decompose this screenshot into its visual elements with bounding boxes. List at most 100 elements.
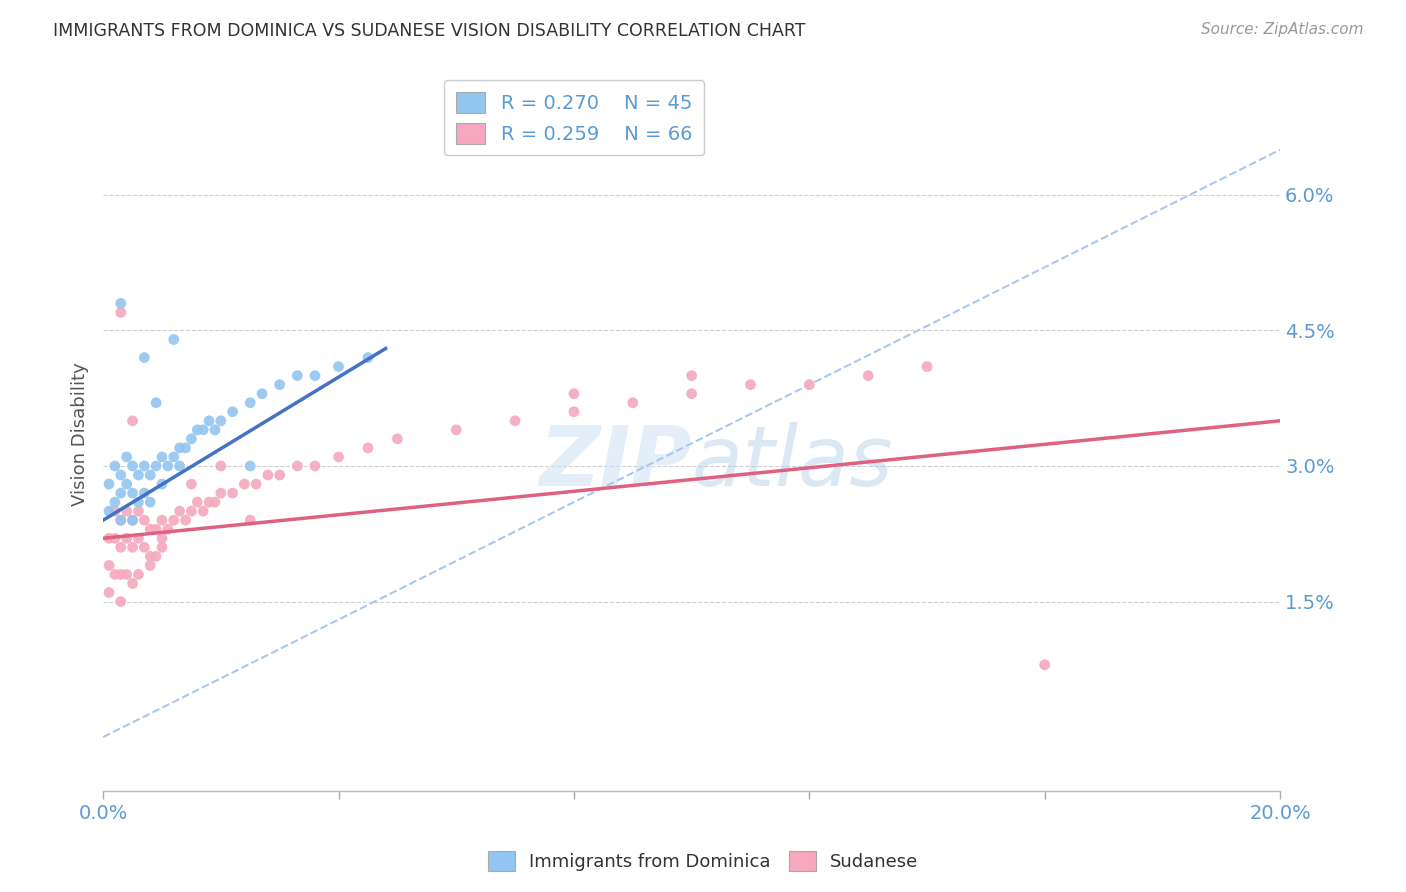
Point bbox=[357, 441, 380, 455]
Point bbox=[98, 531, 121, 545]
Point bbox=[121, 541, 143, 555]
Point bbox=[127, 531, 149, 545]
Point bbox=[304, 368, 326, 383]
Point bbox=[110, 305, 132, 319]
Point bbox=[127, 567, 149, 582]
Point bbox=[387, 432, 409, 446]
Point bbox=[104, 531, 127, 545]
Point bbox=[145, 522, 167, 536]
Point bbox=[134, 541, 156, 555]
Point bbox=[681, 368, 703, 383]
Point bbox=[115, 450, 138, 464]
Text: atlas: atlas bbox=[692, 423, 893, 503]
Point bbox=[110, 541, 132, 555]
Point bbox=[269, 377, 291, 392]
Point bbox=[233, 477, 256, 491]
Point bbox=[163, 513, 186, 527]
Point bbox=[110, 594, 132, 608]
Point bbox=[156, 522, 179, 536]
Point bbox=[304, 458, 326, 473]
Point bbox=[562, 386, 585, 401]
Point bbox=[127, 495, 149, 509]
Point bbox=[139, 468, 162, 483]
Point bbox=[121, 513, 143, 527]
Point bbox=[186, 423, 208, 437]
Point bbox=[139, 522, 162, 536]
Point bbox=[110, 468, 132, 483]
Point bbox=[221, 486, 243, 500]
Point bbox=[285, 458, 308, 473]
Point bbox=[681, 386, 703, 401]
Point bbox=[98, 558, 121, 573]
Point bbox=[156, 458, 179, 473]
Point bbox=[115, 531, 138, 545]
Point bbox=[285, 368, 308, 383]
Point bbox=[180, 477, 202, 491]
Point bbox=[104, 567, 127, 582]
Point bbox=[250, 386, 273, 401]
Point bbox=[503, 414, 526, 428]
Point bbox=[134, 513, 156, 527]
Point bbox=[121, 486, 143, 500]
Point bbox=[186, 495, 208, 509]
Point bbox=[198, 414, 221, 428]
Point bbox=[110, 486, 132, 500]
Point bbox=[115, 567, 138, 582]
Point bbox=[193, 504, 215, 518]
Point bbox=[115, 504, 138, 518]
Point bbox=[145, 549, 167, 564]
Point bbox=[121, 414, 143, 428]
Point bbox=[104, 458, 127, 473]
Point bbox=[562, 405, 585, 419]
Point bbox=[239, 458, 262, 473]
Point bbox=[169, 458, 191, 473]
Text: Source: ZipAtlas.com: Source: ZipAtlas.com bbox=[1201, 22, 1364, 37]
Point bbox=[169, 441, 191, 455]
Point bbox=[740, 377, 762, 392]
Point bbox=[150, 477, 173, 491]
Point bbox=[209, 458, 232, 473]
Point bbox=[104, 504, 127, 518]
Point bbox=[121, 458, 143, 473]
Point bbox=[115, 477, 138, 491]
Point bbox=[145, 395, 167, 409]
Point bbox=[169, 504, 191, 518]
Y-axis label: Vision Disability: Vision Disability bbox=[72, 362, 89, 507]
Point bbox=[98, 477, 121, 491]
Point bbox=[110, 296, 132, 310]
Point bbox=[1033, 657, 1056, 672]
Point bbox=[127, 504, 149, 518]
Point bbox=[134, 458, 156, 473]
Point bbox=[110, 513, 132, 527]
Point bbox=[139, 558, 162, 573]
Point bbox=[257, 468, 280, 483]
Text: ZIP: ZIP bbox=[538, 423, 692, 503]
Point bbox=[145, 458, 167, 473]
Point bbox=[134, 351, 156, 365]
Point bbox=[134, 486, 156, 500]
Point bbox=[110, 567, 132, 582]
Point bbox=[193, 423, 215, 437]
Point bbox=[221, 405, 243, 419]
Text: IMMIGRANTS FROM DOMINICA VS SUDANESE VISION DISABILITY CORRELATION CHART: IMMIGRANTS FROM DOMINICA VS SUDANESE VIS… bbox=[53, 22, 806, 40]
Point bbox=[245, 477, 267, 491]
Point bbox=[139, 549, 162, 564]
Point bbox=[239, 513, 262, 527]
Point bbox=[174, 441, 197, 455]
Point bbox=[328, 450, 350, 464]
Point bbox=[174, 513, 197, 527]
Point bbox=[209, 414, 232, 428]
Point bbox=[269, 468, 291, 483]
Point bbox=[110, 513, 132, 527]
Point bbox=[799, 377, 821, 392]
Point bbox=[150, 513, 173, 527]
Point bbox=[121, 513, 143, 527]
Point bbox=[98, 585, 121, 599]
Point bbox=[150, 531, 173, 545]
Point bbox=[121, 576, 143, 591]
Point bbox=[150, 450, 173, 464]
Point bbox=[328, 359, 350, 374]
Legend: Immigrants from Dominica, Sudanese: Immigrants from Dominica, Sudanese bbox=[481, 844, 925, 879]
Point bbox=[180, 432, 202, 446]
Point bbox=[204, 495, 226, 509]
